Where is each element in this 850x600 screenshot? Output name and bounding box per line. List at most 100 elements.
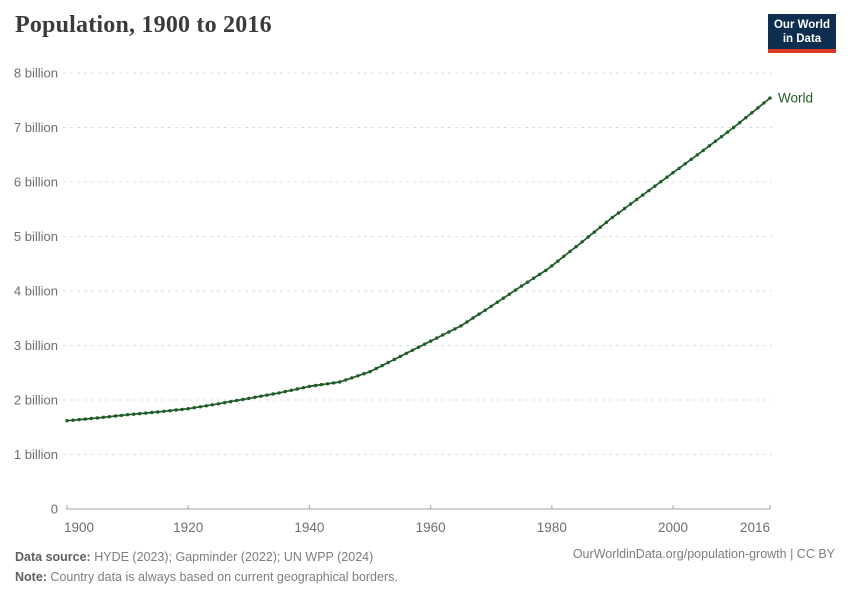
world-series-point[interactable]: [77, 417, 81, 422]
population-line-chart[interactable]: 0 1 billion 2 billion 3 billion 4 billion 5 b…: [0, 0, 850, 542]
world-series-point[interactable]: [556, 259, 560, 263]
world-series-point[interactable]: [222, 401, 227, 405]
world-series-point[interactable]: [65, 419, 69, 423]
world-series-point[interactable]: [265, 393, 269, 397]
world-series-point[interactable]: [283, 389, 287, 394]
world-series-point[interactable]: [125, 413, 130, 417]
world-series-point[interactable]: [404, 351, 409, 355]
world-series-point[interactable]: [762, 101, 766, 105]
world-series-point[interactable]: [428, 339, 433, 343]
world-series-point[interactable]: [495, 300, 499, 304]
world-series-point[interactable]: [277, 391, 281, 395]
world-series-line[interactable]: [66, 97, 771, 422]
world-series-point[interactable]: [416, 345, 421, 349]
world-series-label[interactable]: World: [778, 91, 813, 106]
world-series-point[interactable]: [513, 288, 518, 292]
world-series-point[interactable]: [465, 320, 469, 324]
world-series-point[interactable]: [659, 180, 663, 184]
world-series-point[interactable]: [247, 396, 251, 401]
world-series-point[interactable]: [574, 245, 578, 249]
world-series-point[interactable]: [435, 336, 439, 340]
world-series-point[interactable]: [362, 372, 366, 376]
world-series-point[interactable]: [83, 417, 87, 421]
world-series-point[interactable]: [544, 268, 548, 273]
world-series-point[interactable]: [138, 411, 142, 416]
world-series-point[interactable]: [568, 249, 572, 254]
world-series-point[interactable]: [150, 410, 154, 415]
world-series-point[interactable]: [713, 139, 718, 143]
world-series-point[interactable]: [307, 384, 312, 389]
world-series-point[interactable]: [319, 382, 324, 387]
world-series-point[interactable]: [71, 418, 75, 422]
world-series-point[interactable]: [592, 230, 596, 234]
footer-link[interactable]: OurWorldinData.org/population-growth | C…: [572, 547, 835, 561]
world-series-point[interactable]: [289, 388, 293, 392]
world-series-point[interactable]: [531, 276, 536, 280]
world-series-point[interactable]: [350, 376, 354, 380]
world-series-point[interactable]: [228, 399, 233, 404]
world-series-point[interactable]: [628, 202, 633, 206]
world-series-point[interactable]: [410, 348, 415, 352]
world-series-point[interactable]: [538, 272, 542, 276]
world-series-point[interactable]: [701, 148, 705, 153]
world-series-point[interactable]: [562, 254, 566, 258]
world-series-point[interactable]: [204, 404, 209, 408]
world-series-point[interactable]: [689, 157, 693, 161]
world-series-point[interactable]: [186, 407, 190, 411]
world-series-point[interactable]: [616, 211, 621, 215]
world-series-point[interactable]: [422, 342, 427, 346]
world-series-point[interactable]: [586, 235, 590, 239]
world-series-point[interactable]: [313, 383, 318, 388]
world-series-point[interactable]: [665, 175, 669, 179]
world-series-point[interactable]: [477, 312, 481, 316]
world-series-point[interactable]: [192, 406, 196, 410]
world-series-point[interactable]: [386, 360, 390, 365]
world-series-point[interactable]: [89, 416, 93, 421]
world-series-point[interactable]: [738, 120, 742, 125]
world-series-point[interactable]: [156, 410, 160, 414]
world-series-point[interactable]: [259, 394, 263, 398]
world-series-point[interactable]: [132, 412, 136, 416]
world-series-point[interactable]: [453, 327, 457, 331]
world-series-point[interactable]: [483, 308, 487, 312]
world-series-point[interactable]: [683, 162, 687, 166]
world-series-point[interactable]: [168, 409, 172, 413]
world-series-point[interactable]: [580, 240, 584, 244]
world-series-point[interactable]: [392, 357, 396, 362]
world-series-point[interactable]: [550, 264, 554, 268]
world-series-point[interactable]: [380, 363, 384, 368]
world-series-point[interactable]: [374, 366, 378, 371]
world-series-point[interactable]: [101, 415, 106, 419]
world-series-point[interactable]: [241, 397, 245, 402]
world-series-point[interactable]: [653, 184, 657, 188]
world-series-point[interactable]: [677, 166, 681, 170]
world-series-point[interactable]: [598, 225, 602, 229]
world-series-point[interactable]: [471, 316, 475, 320]
world-series-point[interactable]: [647, 188, 651, 193]
world-series-point[interactable]: [707, 144, 712, 148]
world-series-point[interactable]: [750, 111, 754, 115]
world-series-point[interactable]: [489, 304, 493, 308]
world-series-point[interactable]: [325, 382, 330, 386]
world-series-point[interactable]: [368, 370, 372, 374]
world-series-point[interactable]: [695, 153, 699, 157]
world-series-point[interactable]: [216, 402, 221, 406]
world-series-point[interactable]: [162, 409, 166, 413]
world-series-point[interactable]: [459, 324, 463, 328]
world-series-point[interactable]: [610, 215, 615, 220]
world-series-point[interactable]: [756, 106, 760, 110]
world-series-point[interactable]: [507, 292, 512, 296]
world-series-point[interactable]: [107, 415, 112, 419]
world-series-point[interactable]: [180, 407, 184, 412]
world-series-point[interactable]: [95, 416, 100, 420]
world-series-point[interactable]: [344, 378, 348, 382]
world-series-point[interactable]: [525, 280, 530, 284]
world-series-point[interactable]: [725, 130, 730, 134]
world-series-point[interactable]: [338, 380, 342, 384]
world-series-point[interactable]: [174, 408, 178, 412]
world-series-point[interactable]: [622, 206, 627, 211]
world-series-point[interactable]: [744, 116, 748, 120]
world-series-point[interactable]: [144, 411, 148, 415]
world-series-point[interactable]: [719, 135, 724, 139]
world-series-point[interactable]: [671, 171, 675, 175]
